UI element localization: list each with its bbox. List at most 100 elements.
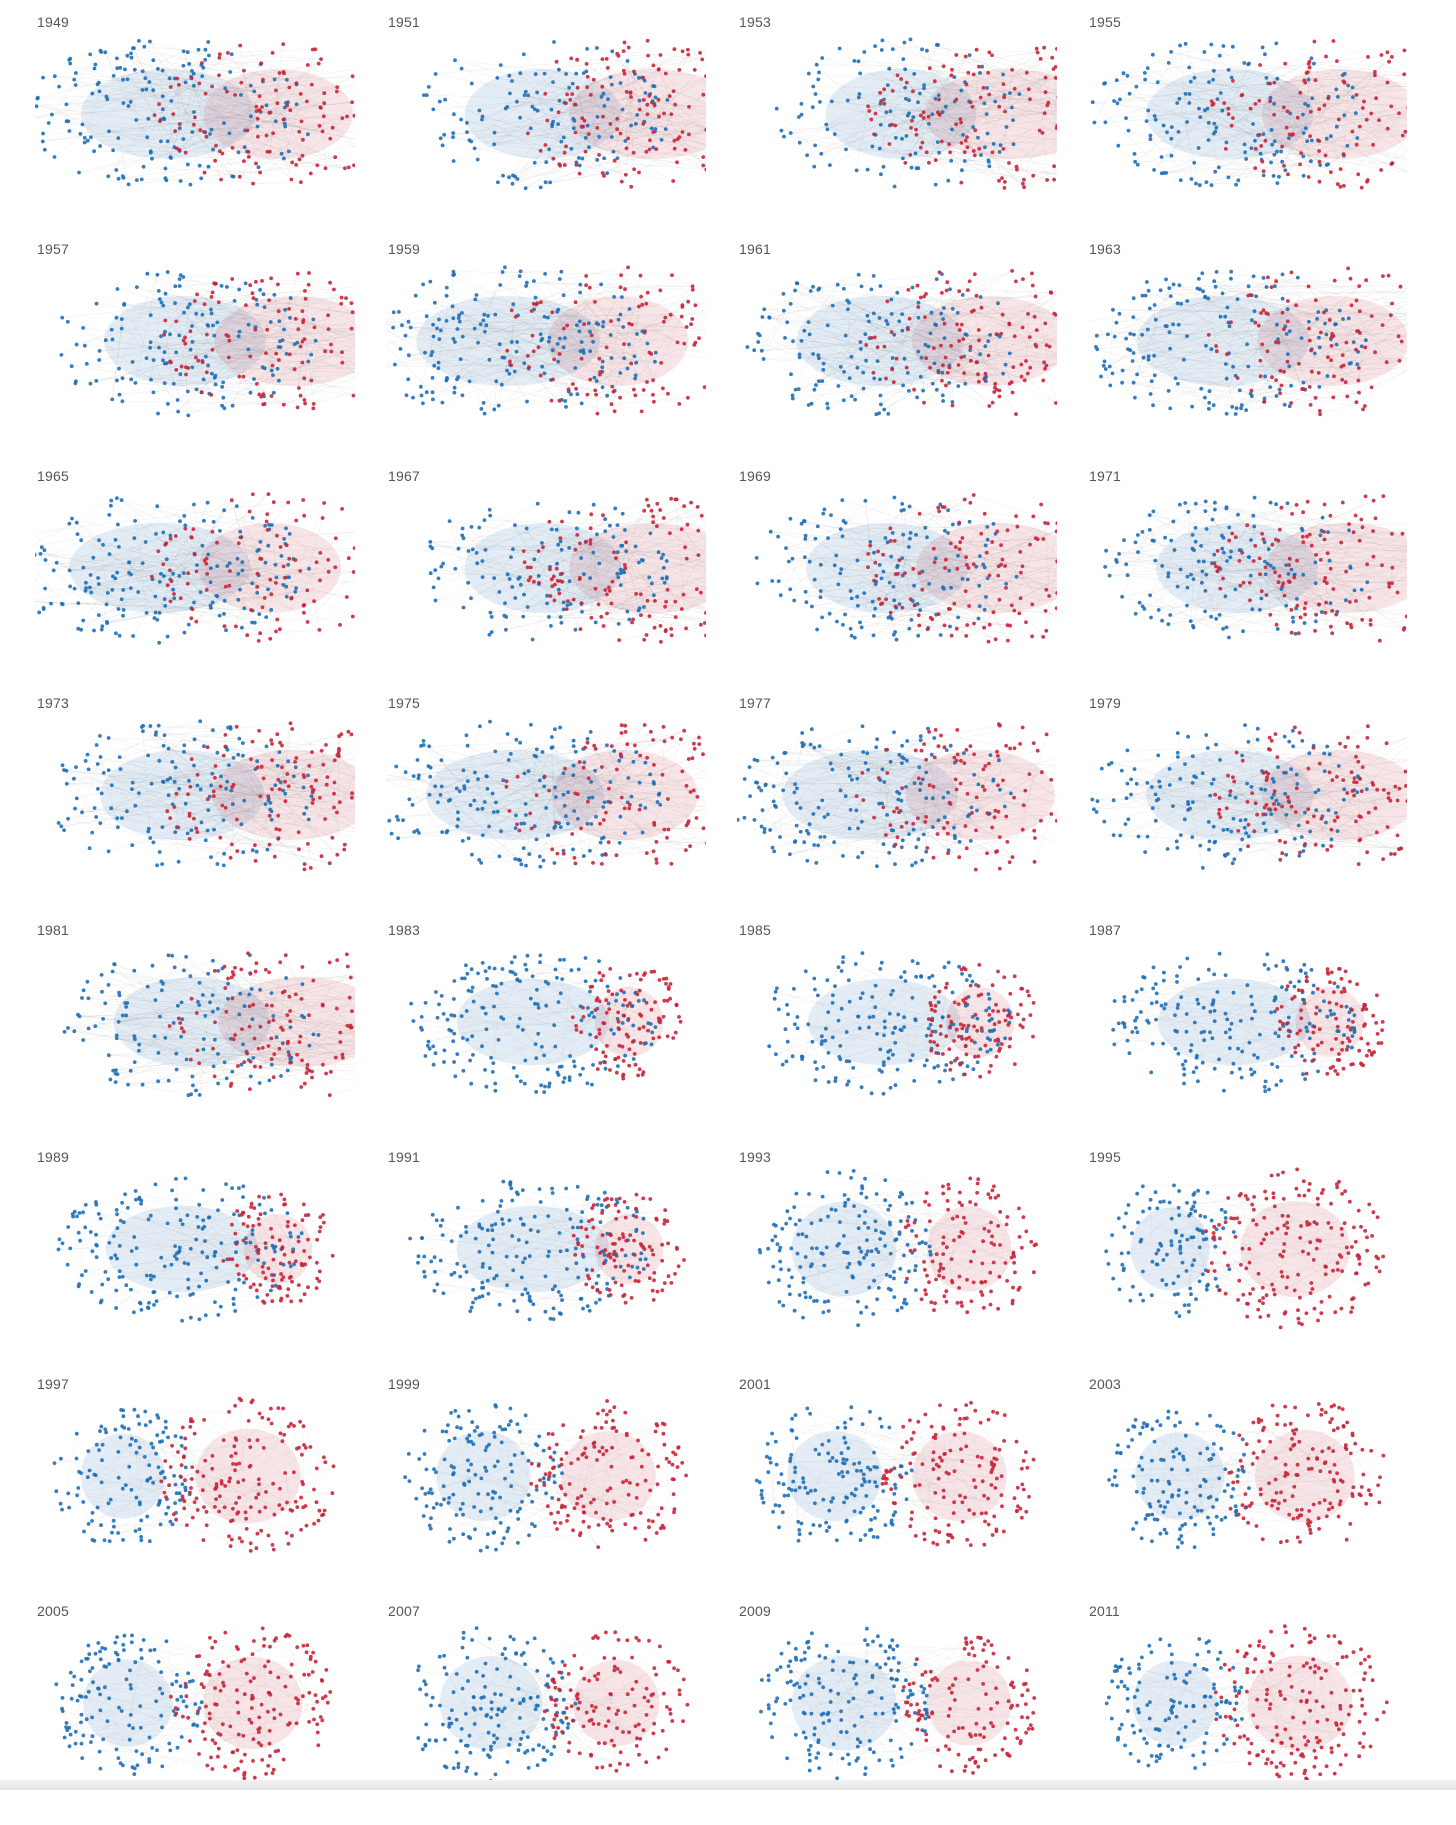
republican-node [1333, 279, 1337, 283]
republican-node [224, 585, 228, 589]
republican-node [175, 147, 179, 151]
republican-node [1307, 327, 1311, 331]
republican-node [648, 351, 652, 355]
republican-node [609, 122, 613, 126]
democrat-node [480, 407, 484, 411]
republican-node [249, 608, 253, 612]
republican-node [1280, 384, 1284, 388]
democrat-node [134, 118, 138, 122]
democrat-node [595, 46, 599, 50]
republican-node [661, 387, 665, 391]
democrat-node [1145, 119, 1149, 123]
democrat-node [85, 362, 89, 366]
republican-node [315, 163, 319, 167]
democrat-node [1323, 322, 1327, 326]
democrat-node [81, 619, 85, 623]
republican-node [194, 356, 198, 360]
democrat-node [84, 581, 88, 585]
democrat-node [951, 307, 955, 311]
republican-node [625, 90, 629, 94]
republican-node [1302, 79, 1306, 83]
republican-node [686, 396, 690, 400]
democrat-node [983, 344, 987, 348]
democrat-node [889, 109, 893, 113]
democrat-node [1122, 71, 1126, 75]
democrat-node [1326, 162, 1330, 166]
republican-node [1313, 40, 1317, 44]
republican-node [1345, 341, 1349, 345]
democrat-node [1198, 115, 1202, 119]
democrat-node [1276, 181, 1280, 185]
democrat-node [1286, 352, 1290, 356]
republican-node [279, 545, 283, 549]
democrat-node [886, 83, 890, 87]
democrat-node [146, 117, 150, 121]
democrat-node [1135, 373, 1139, 377]
democrat-node [660, 138, 664, 142]
democrat-node [1226, 306, 1230, 310]
republican-node [545, 119, 549, 123]
democrat-node [1247, 62, 1251, 66]
democrat-node [145, 87, 149, 91]
democrat-node [255, 303, 259, 307]
republican-node [682, 342, 686, 346]
democrat-node [603, 529, 607, 533]
democrat-node [601, 325, 605, 329]
democrat-node [824, 123, 828, 127]
democrat-node [1250, 318, 1254, 322]
republican-node [991, 151, 995, 155]
republican-node [248, 283, 252, 287]
republican-node [297, 386, 301, 390]
republican-node [1319, 331, 1323, 335]
republican-node [613, 159, 617, 163]
democrat-node [637, 76, 641, 80]
republican-node [916, 305, 920, 309]
democrat-node [963, 332, 967, 336]
democrat-node [1235, 406, 1239, 410]
democrat-node [1099, 375, 1103, 379]
democrat-node [228, 131, 232, 135]
republican-node [619, 273, 623, 277]
republican-node [1358, 125, 1362, 129]
democrat-node [252, 377, 256, 381]
democrat-node [543, 372, 547, 376]
democrat-node [543, 272, 547, 276]
democrat-node [414, 294, 418, 298]
republican-node [530, 309, 534, 313]
democrat-node [976, 136, 980, 140]
democrat-node [1205, 180, 1209, 184]
republican-node [948, 150, 952, 154]
democrat-node [145, 135, 149, 139]
democrat-node [1214, 285, 1218, 289]
democrat-node [459, 118, 463, 122]
republican-node [227, 334, 231, 338]
republican-node [590, 333, 594, 337]
republican-node [205, 588, 209, 592]
democrat-node [1179, 178, 1183, 182]
democrat-node [1289, 384, 1293, 388]
democrat-node [470, 82, 474, 86]
democrat-node [1343, 72, 1347, 76]
democrat-node [522, 361, 526, 365]
republican-node [1341, 353, 1345, 357]
democrat-node [1146, 66, 1150, 70]
republican-node [1007, 161, 1011, 165]
republican-node [1308, 134, 1312, 138]
republican-node [287, 307, 291, 311]
republican-node [186, 571, 190, 575]
republican-node [192, 527, 196, 531]
democrat-node [238, 530, 242, 534]
democrat-node [619, 81, 623, 85]
republican-node [558, 164, 562, 168]
democrat-node [220, 385, 224, 389]
democrat-node [55, 561, 59, 565]
republican-node [1259, 144, 1263, 148]
democrat-node [946, 179, 950, 183]
democrat-node [935, 277, 939, 281]
democrat-node [141, 561, 145, 565]
democrat-node [986, 339, 990, 343]
democrat-node [201, 544, 205, 548]
democrat-node [556, 122, 560, 126]
republican-node [1386, 127, 1390, 131]
republican-node [1361, 106, 1365, 110]
